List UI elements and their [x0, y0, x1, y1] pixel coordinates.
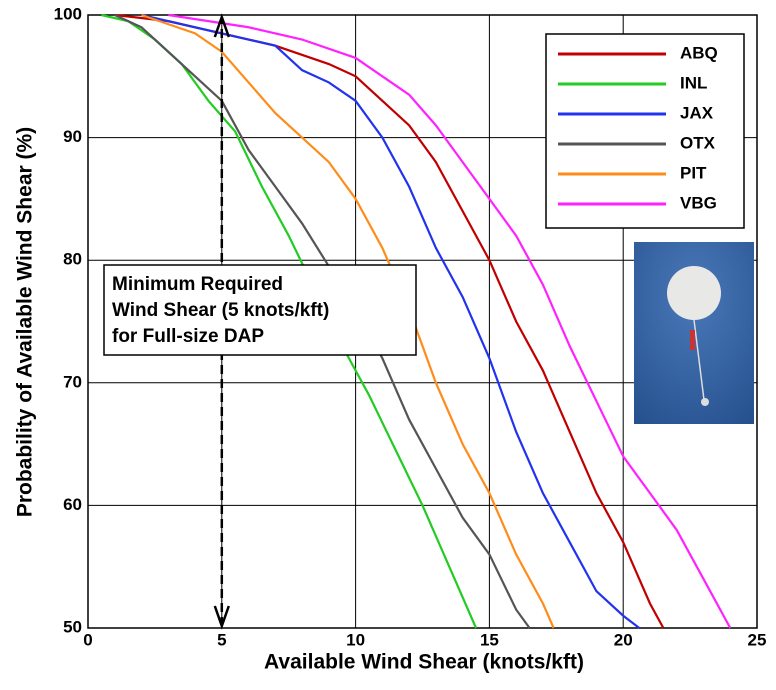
legend-label: INL [680, 73, 707, 92]
y-tick-label: 50 [63, 617, 82, 636]
plot-frame [87, 14, 758, 629]
y-tick-label: 100 [54, 4, 82, 23]
balloon-photo [634, 242, 754, 424]
annotation-box [103, 264, 417, 356]
legend-label: PIT [680, 163, 707, 182]
y-tick-label: 60 [63, 495, 82, 514]
legend-label: VBG [680, 193, 717, 212]
y-tick-label: 70 [63, 372, 82, 391]
y-tick-label: 90 [63, 127, 82, 146]
x-tick-label: 5 [217, 630, 226, 649]
y-axis-title: Probability of Available Wind Shear (%) [14, 127, 37, 517]
annotation-text: for Full-size DAP [112, 326, 264, 347]
x-tick-label: 20 [614, 630, 633, 649]
series-line [141, 13, 640, 629]
y-tick-label: 80 [63, 250, 82, 269]
x-tick-label: 10 [346, 630, 365, 649]
arrow-head [213, 13, 230, 38]
x-tick-label: 0 [83, 630, 92, 649]
x-tick-label: 25 [748, 630, 767, 649]
legend-label: JAX [680, 103, 714, 122]
annotation-text: Wind Shear (5 knots/kft) [112, 300, 329, 321]
legend-box [545, 33, 745, 229]
x-axis-title: Available Wind Shear (knots/kft) [264, 651, 584, 674]
legend-label: OTX [680, 133, 716, 152]
series-line [168, 13, 732, 629]
annotation-text: Minimum Required [112, 274, 283, 295]
x-tick-label: 15 [480, 630, 499, 649]
series-line [141, 13, 555, 629]
arrow-head [213, 605, 230, 630]
legend-label: ABQ [680, 43, 718, 62]
